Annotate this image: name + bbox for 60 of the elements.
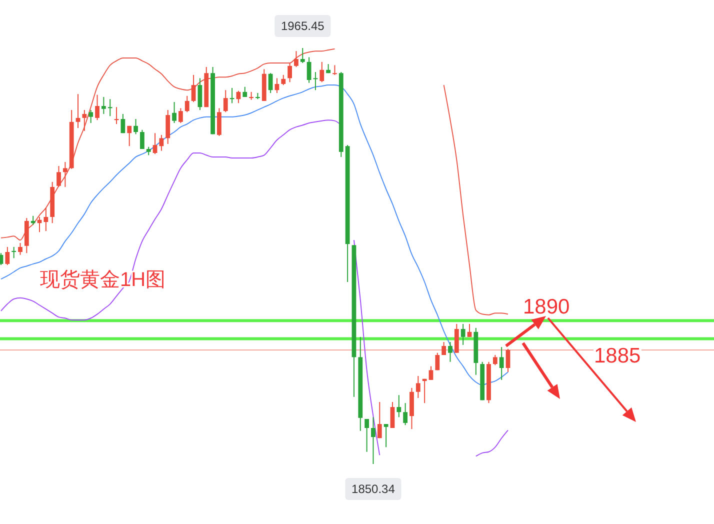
candlestick xyxy=(88,109,94,124)
candlestick xyxy=(5,246,10,266)
candlestick xyxy=(242,86,248,98)
candlestick xyxy=(101,96,106,114)
candlestick xyxy=(416,375,420,399)
candlestick xyxy=(492,354,498,366)
candlestick xyxy=(44,207,48,232)
candlestick xyxy=(396,394,402,418)
ref-line-label: 1885 xyxy=(594,344,641,368)
candlestick xyxy=(166,109,170,144)
candlestick xyxy=(390,401,395,429)
candlestick xyxy=(377,401,382,439)
candlestick xyxy=(56,165,61,188)
candlestick xyxy=(460,323,466,346)
candlestick xyxy=(62,162,68,188)
candlestick xyxy=(30,215,36,226)
candlestick xyxy=(422,378,427,404)
candlestick xyxy=(499,346,504,380)
candlestick xyxy=(435,352,440,371)
candlestick xyxy=(467,323,472,338)
candlestick xyxy=(134,118,138,135)
candlestick xyxy=(332,64,337,76)
candlestick xyxy=(178,108,183,124)
candlestick xyxy=(152,132,158,155)
candlestick xyxy=(442,341,446,356)
candlestick xyxy=(384,424,388,448)
candlestick xyxy=(403,402,408,426)
candlestick xyxy=(294,50,298,68)
candlestick xyxy=(191,74,196,103)
candlestick xyxy=(320,61,324,83)
candlestick xyxy=(364,418,370,452)
candlestick xyxy=(281,74,286,86)
candlestick xyxy=(82,109,87,132)
candlestick xyxy=(12,246,16,259)
candlestick xyxy=(454,323,459,354)
candlestick xyxy=(268,72,273,94)
candlestick xyxy=(428,366,434,380)
candlestick xyxy=(95,94,100,121)
annotation: 1850.34 xyxy=(352,482,396,496)
candlestick xyxy=(217,108,222,136)
candlestick xyxy=(76,94,80,129)
candlestick xyxy=(127,125,132,147)
ref-line-label: 1890 xyxy=(523,296,570,319)
candlestick xyxy=(288,62,292,83)
candlestick xyxy=(448,341,452,362)
candlestick xyxy=(172,102,176,124)
candlestick xyxy=(300,48,305,64)
candlestick xyxy=(184,95,190,113)
candlestick xyxy=(198,78,202,110)
candlestick xyxy=(120,113,126,134)
candlestick xyxy=(306,56,312,84)
candlestick xyxy=(159,134,164,152)
candlestick xyxy=(140,129,144,150)
annotation: 1965.45 xyxy=(280,19,325,33)
candlestick xyxy=(18,242,22,256)
candlestick xyxy=(506,348,510,372)
candlestick xyxy=(371,416,376,464)
candlestick xyxy=(0,252,4,266)
candlestick xyxy=(223,90,228,113)
candlestick xyxy=(108,98,112,117)
